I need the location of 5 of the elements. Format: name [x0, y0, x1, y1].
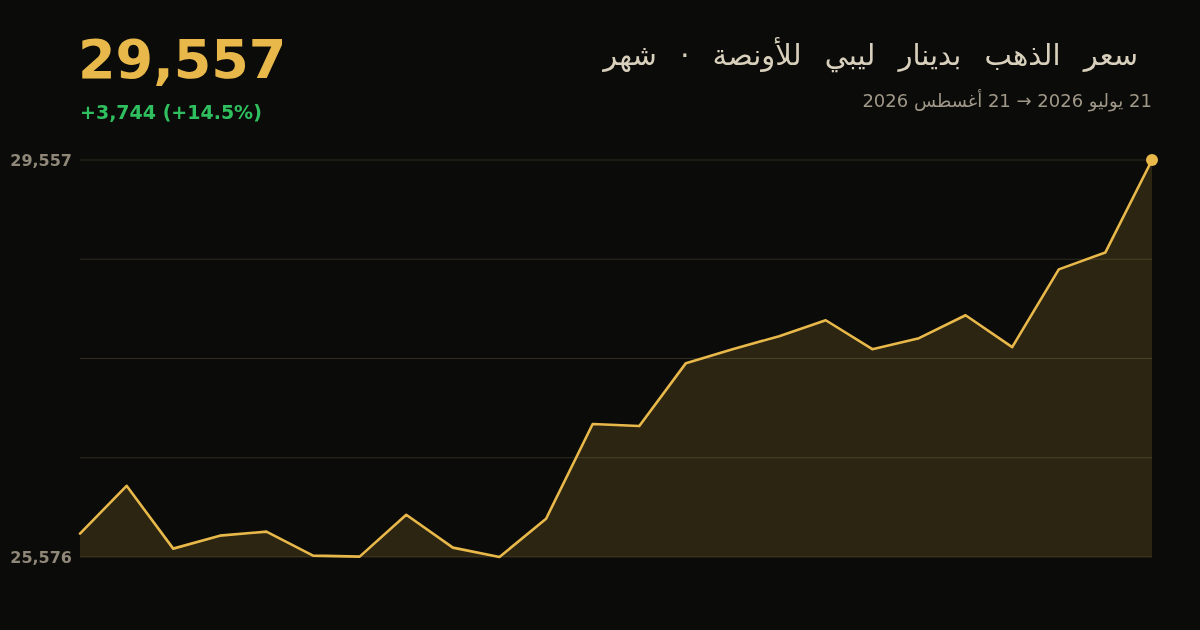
chart-subtitle: 21 يوليو 2026 → 21 أغسطس 2026	[862, 90, 1152, 111]
text: 29,557	[78, 28, 287, 91]
text: +3,744 (+14.5%)	[80, 101, 262, 123]
y-tick-label: 25,576	[10, 547, 72, 567]
chart-title: سعر الذهب بدينار ليبي للأونصة · شهر	[603, 38, 1138, 72]
